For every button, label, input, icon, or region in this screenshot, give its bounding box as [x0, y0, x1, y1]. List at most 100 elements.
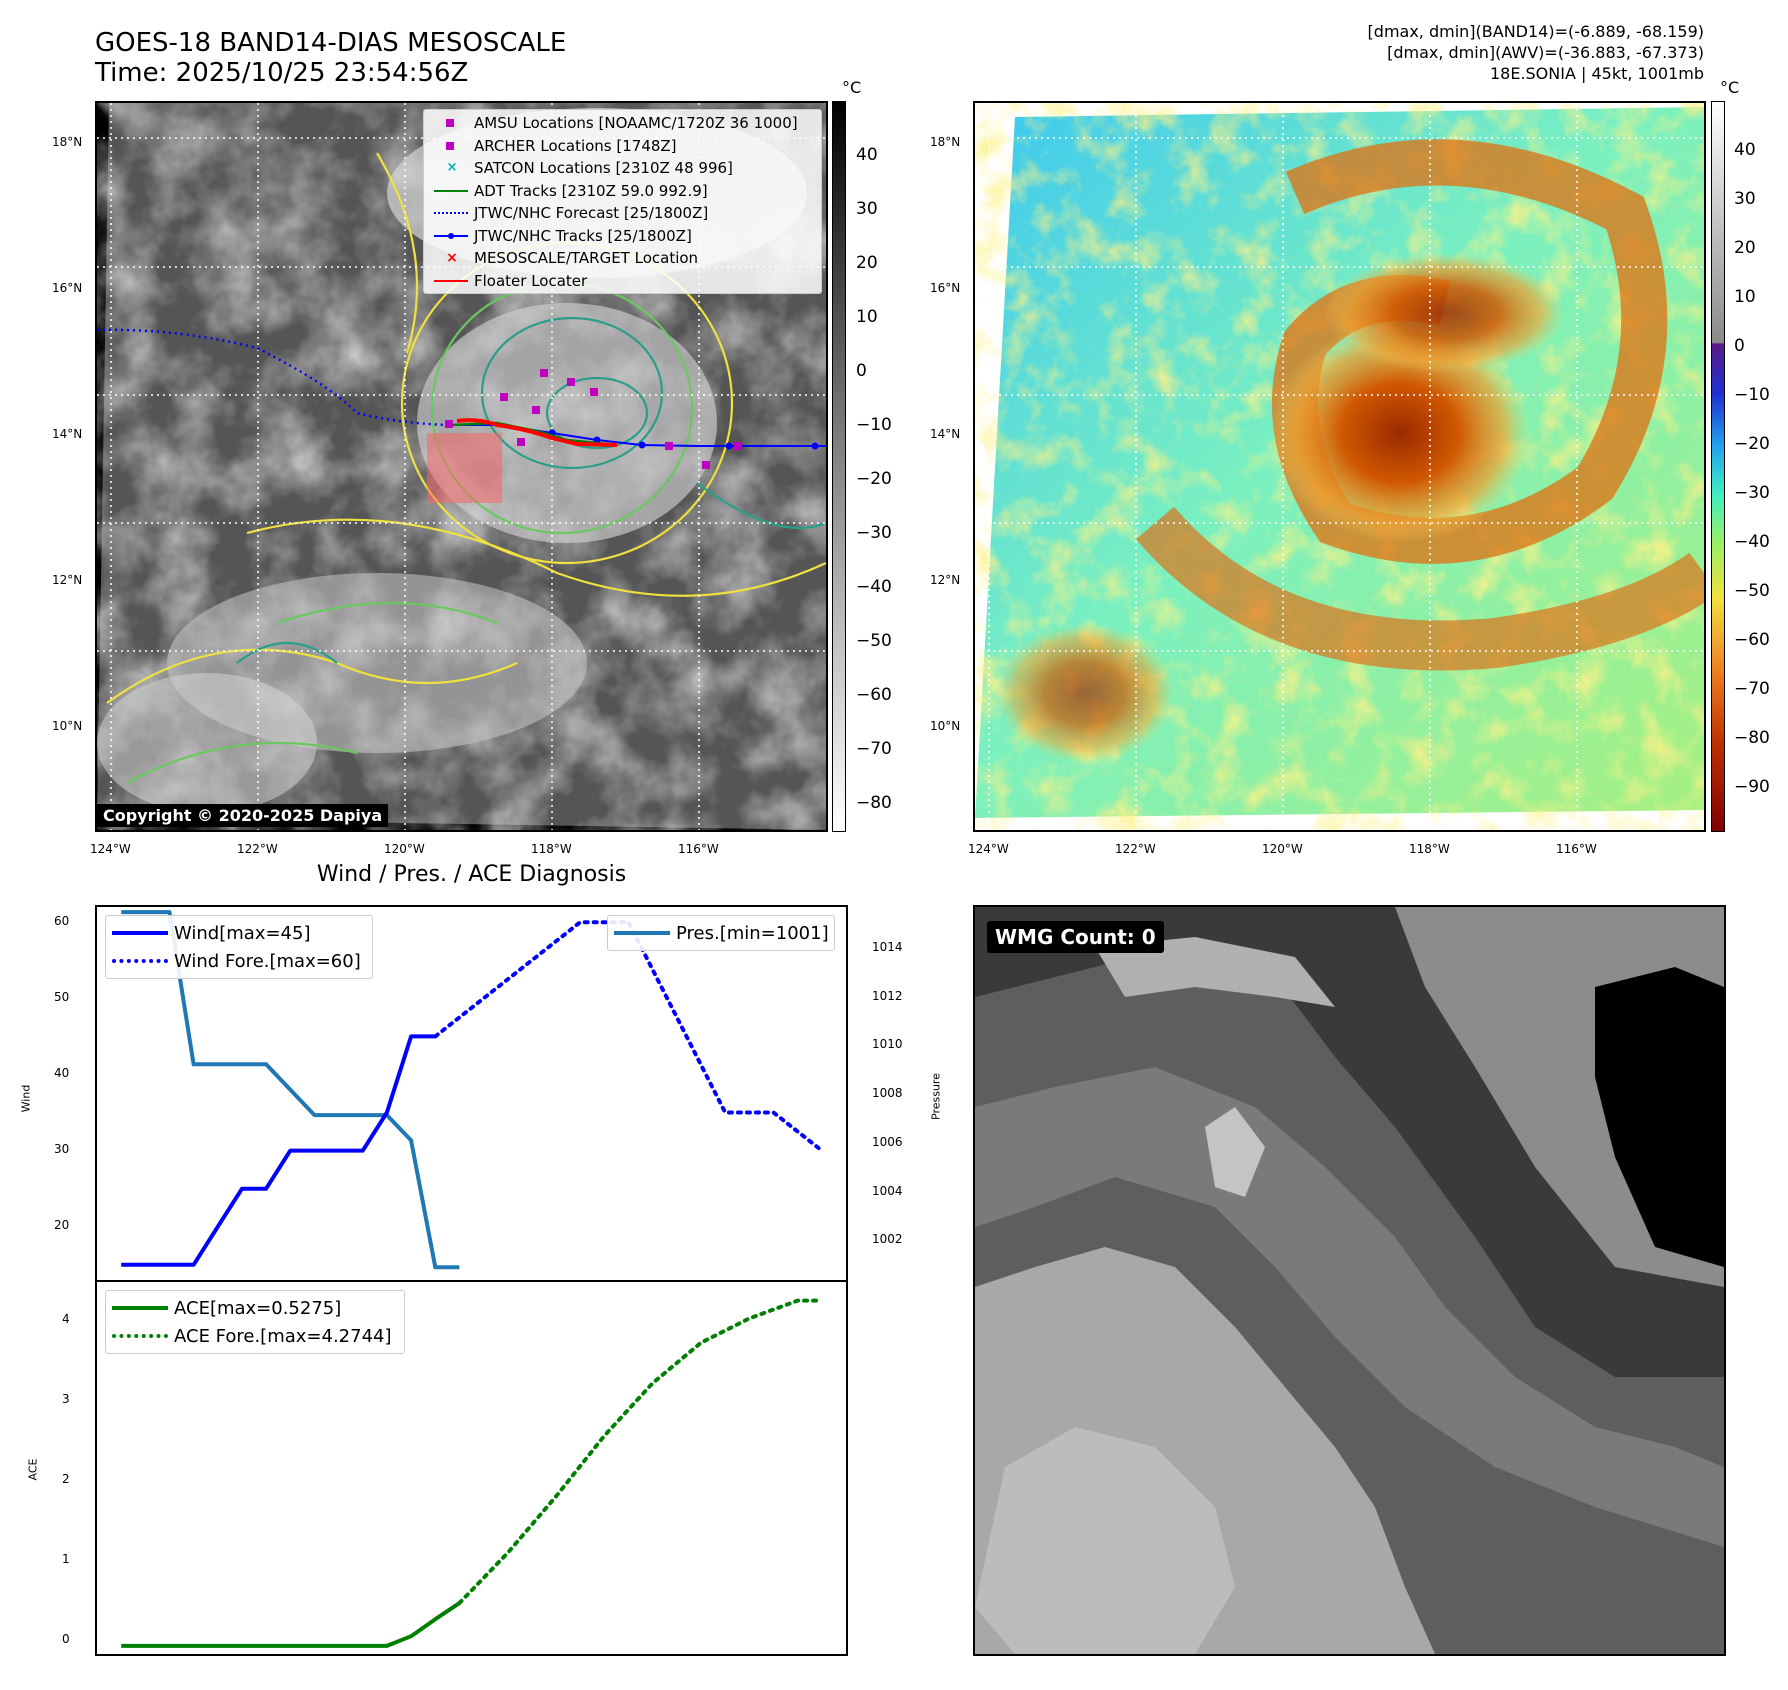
ir-legend: AMSU Locations [NOAAMC/1720Z 36 1000] AR… [423, 109, 822, 294]
wind-axis-label: Wind [19, 1084, 33, 1113]
lon-tick-label: 122°W [1115, 842, 1156, 856]
pressure-tick: 1004 [872, 1184, 903, 1198]
wind-series-1 [433, 920, 824, 1153]
ace-tick: 4 [62, 1312, 70, 1326]
colorbar-tick: −80 [856, 793, 892, 813]
legend-archer: ARCHER Locations [1748Z] [430, 135, 815, 158]
wind-tick: 20 [54, 1218, 70, 1232]
legend-amsu: AMSU Locations [NOAAMC/1720Z 36 1000] [430, 112, 815, 135]
colorbar-tick: −80 [1734, 728, 1770, 748]
colorbar-tick: 0 [856, 361, 867, 381]
line-icon [430, 274, 474, 288]
pressure-axis-label: Pressure [929, 1073, 943, 1120]
square-marker-icon [430, 116, 474, 130]
awv-map-panel [973, 101, 1706, 832]
dotted-line-icon [112, 956, 168, 966]
legend-pres: Pres.[min=1001] [608, 919, 834, 947]
square-marker-icon [430, 139, 474, 153]
wind-tick: 30 [54, 1142, 70, 1156]
colorbar-tick: −90 [1734, 777, 1770, 797]
colorbar-tick: −20 [856, 469, 892, 489]
lat-tick-label: 10°N [52, 719, 83, 733]
line-icon [614, 928, 670, 938]
lon-tick-label: 120°W [1262, 842, 1303, 856]
legend-satcon: × SATCON Locations [2310Z 48 996] [430, 157, 815, 180]
ace-series-0 [121, 1601, 461, 1648]
colorbar-tick: −10 [856, 415, 892, 435]
info-band14: [dmax, dmin](BAND14)=(-6.889, -68.159) [1367, 22, 1704, 41]
legend-forecast: JTWC/NHC Forecast [25/1800Z] [430, 202, 815, 225]
diagnosis-title: Wind / Pres. / ACE Diagnosis [316, 862, 627, 887]
colorbar-tick: −10 [1734, 385, 1770, 405]
colorbar-tick: 40 [1734, 140, 1756, 160]
legend-floater: Floater Locater [430, 270, 815, 293]
lat-tick-label: 18°N [930, 135, 961, 149]
colorbar-tick: 40 [856, 145, 878, 165]
colorbar-tick: 30 [856, 199, 878, 219]
lat-tick-label: 10°N [930, 719, 961, 733]
legend-wind: Wind[max=45] [106, 919, 372, 947]
colorbar-tick: −60 [856, 685, 892, 705]
colorbar-tick: 20 [1734, 238, 1756, 258]
awv-colorbar [1711, 101, 1725, 832]
colorbar-tick: 20 [856, 253, 878, 273]
wind-legend: Wind[max=45] Wind Fore.[max=60] [105, 915, 373, 979]
ace-axis-label: ACE [26, 1458, 40, 1481]
wmg-count-badge: WMG Count: 0 [987, 921, 1164, 953]
wind-series-0 [121, 1034, 436, 1267]
dotted-line-icon [112, 1331, 168, 1341]
colorbar-tick: 10 [1734, 287, 1756, 307]
ace-series-1 [457, 1298, 824, 1606]
lon-tick-label: 118°W [1409, 842, 1450, 856]
colorbar-unit: °C [842, 78, 862, 97]
line-dot-icon [430, 229, 474, 243]
wmg-image [975, 907, 1724, 1654]
colorbar-tick: −20 [1734, 434, 1770, 454]
wind-tick: 50 [54, 990, 70, 1004]
lon-tick-label: 120°W [384, 842, 425, 856]
lat-tick-label: 16°N [930, 281, 961, 295]
pressure-tick: 1002 [872, 1232, 903, 1246]
pressure-tick: 1012 [872, 989, 903, 1003]
lat-tick-label: 14°N [930, 427, 961, 441]
colorbar-tick: −50 [856, 631, 892, 651]
ace-tick: 3 [62, 1392, 70, 1406]
colorbar-tick: −70 [1734, 679, 1770, 699]
info-awv: [dmax, dmin](AWV)=(-36.883, -67.373) [1387, 43, 1704, 62]
legend-tracks: JTWC/NHC Tracks [25/1800Z] [430, 225, 815, 248]
pressure-tick: 1008 [872, 1086, 903, 1100]
lon-tick-label: 118°W [531, 842, 572, 856]
colorbar-tick: −30 [856, 523, 892, 543]
colorbar-tick: −30 [1734, 483, 1770, 503]
ace-plot [121, 1298, 824, 1648]
ir-map-panel: AMSU Locations [NOAAMC/1720Z 36 1000] AR… [95, 101, 828, 832]
legend-wind-fore: Wind Fore.[max=60] [106, 947, 372, 975]
lat-tick-label: 12°N [52, 573, 83, 587]
dotted-line-icon [430, 206, 474, 220]
ir-colorbar [832, 101, 846, 832]
lon-tick-label: 116°W [1556, 842, 1597, 856]
colorbar-tick: −40 [856, 577, 892, 597]
lon-tick-label: 116°W [678, 842, 719, 856]
line-icon [112, 928, 168, 938]
wind-tick: 40 [54, 1066, 70, 1080]
lon-tick-label: 124°W [968, 842, 1009, 856]
colorbar-unit: °C [1720, 78, 1740, 97]
pressure-tick: 1014 [872, 940, 903, 954]
lon-tick-label: 124°W [90, 842, 131, 856]
colorbar-tick: 30 [1734, 189, 1756, 209]
colorbar-tick: 10 [856, 307, 878, 327]
line-icon [112, 1303, 168, 1313]
x-marker-icon: × [446, 250, 458, 267]
lon-tick-label: 122°W [237, 842, 278, 856]
pressure-legend: Pres.[min=1001] [607, 915, 835, 951]
colorbar-tick: −40 [1734, 532, 1770, 552]
legend-target: × MESOSCALE/TARGET Location [430, 247, 815, 270]
copyright-label: Copyright © 2020-2025 Dapiya [97, 804, 389, 827]
legend-adt: ADT Tracks [2310Z 59.0 992.9] [430, 180, 815, 203]
ace-legend: ACE[max=0.5275] ACE Fore.[max=4.2744] [105, 1290, 405, 1354]
chart-title: GOES-18 BAND14-DIAS MESOSCALE [95, 28, 567, 58]
ace-panel: ACE[max=0.5275] ACE Fore.[max=4.2744] [95, 1280, 848, 1656]
line-icon [430, 184, 474, 198]
lat-tick-label: 14°N [52, 427, 83, 441]
